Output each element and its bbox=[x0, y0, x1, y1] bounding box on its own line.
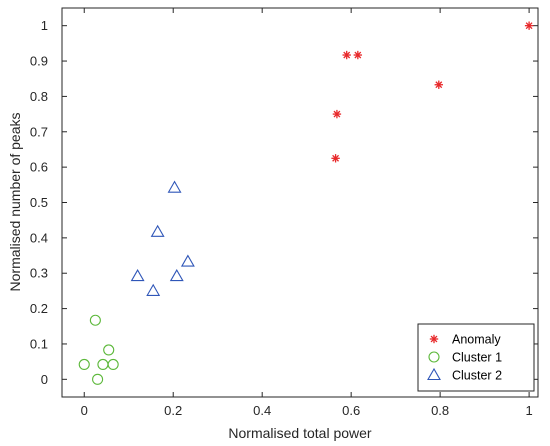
data-point-asterisk bbox=[331, 154, 340, 163]
data-point-asterisk bbox=[524, 21, 534, 30]
data-point-triangle bbox=[169, 268, 184, 282]
legend-marker-triangle bbox=[427, 367, 441, 381]
y-tick-label: 0.3 bbox=[30, 266, 48, 281]
x-tick-label: 0.2 bbox=[164, 403, 182, 418]
data-point-asterisk bbox=[332, 109, 342, 119]
y-tick-label: 0.4 bbox=[30, 230, 48, 245]
data-point-triangle bbox=[150, 224, 165, 237]
data-point-asterisk bbox=[353, 50, 363, 60]
data-point-circle bbox=[89, 314, 101, 326]
y-tick-label: 0.7 bbox=[30, 124, 48, 139]
y-axis-label: Normalised number of peaks bbox=[7, 113, 23, 292]
y-tick-label: 0.2 bbox=[30, 301, 48, 316]
y-tick-label: 0.8 bbox=[30, 89, 48, 104]
data-point-circle bbox=[92, 373, 104, 385]
legend-label: Anomaly bbox=[452, 333, 501, 347]
data-point-triangle bbox=[130, 268, 145, 282]
legend-label: Cluster 1 bbox=[452, 351, 502, 365]
x-tick-label: 0 bbox=[81, 403, 88, 418]
legend-label: Cluster 2 bbox=[452, 369, 502, 383]
y-tick-label: 0 bbox=[41, 372, 48, 387]
x-axis-label: Normalised total power bbox=[228, 425, 372, 441]
y-tick-label: 0.5 bbox=[30, 195, 48, 210]
data-points bbox=[78, 21, 534, 385]
y-tick-label: 0.6 bbox=[30, 160, 48, 175]
data-point-triangle bbox=[146, 283, 161, 296]
data-point-circle bbox=[103, 344, 115, 356]
data-point-asterisk bbox=[342, 50, 351, 60]
legend-marker-asterisk bbox=[429, 334, 439, 344]
data-point-triangle bbox=[180, 254, 195, 267]
x-tick-label: 0.6 bbox=[342, 403, 360, 418]
data-point-triangle bbox=[167, 180, 182, 193]
legend: Anomaly Cluster 1 Cluster 2 bbox=[417, 323, 535, 392]
data-point-circle bbox=[107, 358, 119, 371]
legend-marker-circle bbox=[428, 351, 440, 363]
data-point-circle bbox=[78, 358, 90, 371]
y-tick-label: 0.1 bbox=[30, 336, 48, 351]
x-tick-label: 1 bbox=[525, 403, 532, 418]
y-axis-ticks: 0 0.1 0.2 0.3 0.4 0.5 0.6 0.7 0.8 0.9 1 bbox=[30, 18, 538, 387]
y-tick-label: 1 bbox=[41, 18, 48, 33]
data-point-asterisk bbox=[434, 80, 443, 89]
y-tick-label: 0.9 bbox=[30, 54, 48, 69]
x-axis-ticks: 0 0.2 0.4 0.6 0.8 1 bbox=[81, 8, 533, 418]
x-tick-label: 0.4 bbox=[253, 403, 271, 418]
x-tick-label: 0.8 bbox=[431, 403, 449, 418]
